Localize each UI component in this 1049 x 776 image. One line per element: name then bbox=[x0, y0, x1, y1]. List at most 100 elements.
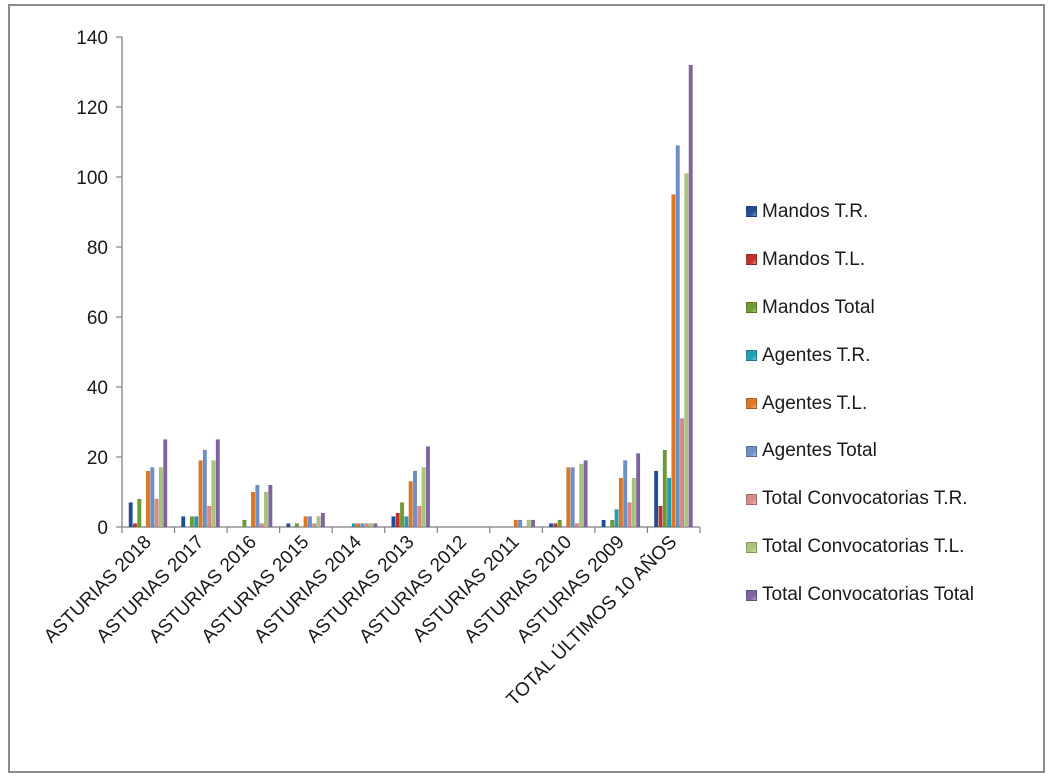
legend-label: Agentes Total bbox=[762, 440, 877, 462]
bar bbox=[369, 523, 374, 528]
bar bbox=[154, 498, 159, 528]
bar bbox=[553, 523, 558, 528]
legend-label: Agentes T.L. bbox=[762, 392, 868, 414]
legend-label: Agentes T.R. bbox=[762, 344, 871, 366]
legend-swatch bbox=[746, 445, 757, 457]
y-tick-label: 120 bbox=[76, 98, 108, 119]
bar bbox=[215, 439, 220, 528]
legend-label: Mandos Total bbox=[762, 296, 875, 318]
bar bbox=[294, 523, 300, 528]
bar bbox=[526, 519, 531, 528]
chart-bars bbox=[128, 64, 693, 528]
legend-swatch bbox=[746, 254, 757, 266]
bar bbox=[158, 467, 163, 528]
y-tick-label: 100 bbox=[76, 168, 108, 189]
bar bbox=[259, 523, 264, 528]
bar bbox=[286, 523, 291, 528]
legend-item: Mandos T.L. bbox=[746, 236, 974, 284]
bar bbox=[610, 519, 615, 528]
legend-swatch bbox=[746, 398, 757, 409]
bar bbox=[557, 519, 562, 528]
y-tick-label: 40 bbox=[87, 378, 108, 399]
bar bbox=[574, 523, 580, 528]
y-tick-label: 140 bbox=[76, 28, 108, 49]
bar bbox=[312, 523, 317, 528]
bar bbox=[263, 491, 269, 528]
bar bbox=[570, 467, 575, 528]
bar bbox=[688, 64, 693, 528]
bar bbox=[250, 491, 256, 528]
bar bbox=[680, 418, 685, 528]
legend-item: Total Convocatorias Total bbox=[746, 571, 974, 619]
bar bbox=[400, 502, 405, 528]
bar bbox=[194, 516, 199, 528]
legend-item: Agentes T.L. bbox=[746, 380, 974, 428]
legend-item: Total Convocatorias T.R. bbox=[746, 475, 974, 523]
bar bbox=[658, 505, 663, 528]
bar bbox=[425, 446, 431, 528]
bar bbox=[320, 512, 325, 528]
legend-label: Total Convocatorias T.R. bbox=[762, 488, 968, 510]
legend-label: Total Convocatorias T.L. bbox=[762, 536, 965, 558]
bar bbox=[654, 470, 659, 528]
bar bbox=[150, 467, 155, 528]
bar bbox=[404, 516, 409, 528]
legend-item: Mandos Total bbox=[746, 284, 974, 332]
legend-label: Mandos T.R. bbox=[762, 200, 869, 222]
bar bbox=[360, 523, 365, 528]
bar bbox=[211, 460, 216, 528]
legend-swatch bbox=[746, 589, 757, 601]
y-tick-label: 60 bbox=[87, 308, 108, 329]
bar bbox=[242, 519, 247, 528]
bar bbox=[636, 453, 641, 528]
bar bbox=[548, 523, 554, 528]
bar bbox=[614, 509, 619, 528]
bar bbox=[268, 484, 273, 528]
legend-swatch bbox=[746, 493, 757, 505]
bar bbox=[513, 519, 518, 528]
chart-frame: 0 20 40 60 80 100 120 140 ASTURIAS 2018 ASTURIAS … bbox=[8, 4, 1045, 773]
chart-legend: Mandos T.R. Mandos T.L. Mandos Total Agente… bbox=[746, 188, 974, 619]
bar bbox=[356, 523, 361, 528]
bar bbox=[145, 470, 151, 528]
bar bbox=[391, 516, 396, 528]
bar bbox=[181, 516, 186, 528]
bar bbox=[307, 516, 312, 528]
y-tick-label: 20 bbox=[87, 448, 108, 469]
bar bbox=[618, 477, 623, 528]
legend-item: Agentes T.R. bbox=[746, 332, 974, 380]
bar bbox=[408, 481, 413, 528]
bar bbox=[255, 484, 260, 528]
bar bbox=[566, 467, 571, 528]
bar bbox=[132, 523, 138, 528]
bar bbox=[316, 516, 321, 528]
bar bbox=[351, 523, 356, 528]
bar bbox=[128, 502, 133, 528]
bar bbox=[627, 502, 632, 528]
bar bbox=[601, 519, 606, 528]
legend-label: Mandos T.L. bbox=[762, 248, 866, 270]
bar bbox=[667, 477, 672, 528]
legend-swatch bbox=[746, 541, 757, 553]
bar bbox=[671, 194, 676, 528]
bar bbox=[623, 460, 628, 528]
legend-swatch bbox=[746, 302, 757, 314]
bar bbox=[373, 523, 378, 528]
bar bbox=[189, 516, 194, 528]
legend-swatch bbox=[746, 350, 757, 362]
bar bbox=[675, 145, 680, 528]
bar bbox=[303, 516, 308, 528]
bar bbox=[583, 460, 588, 528]
bar bbox=[631, 477, 636, 528]
bar bbox=[364, 523, 369, 528]
bar bbox=[395, 512, 400, 528]
legend-item: Total Convocatorias T.L. bbox=[746, 523, 974, 571]
y-tick-label: 0 bbox=[97, 518, 108, 539]
bar bbox=[163, 439, 168, 528]
bar bbox=[137, 498, 142, 528]
legend-swatch bbox=[746, 206, 757, 218]
bar bbox=[421, 467, 426, 528]
bar bbox=[198, 460, 203, 528]
